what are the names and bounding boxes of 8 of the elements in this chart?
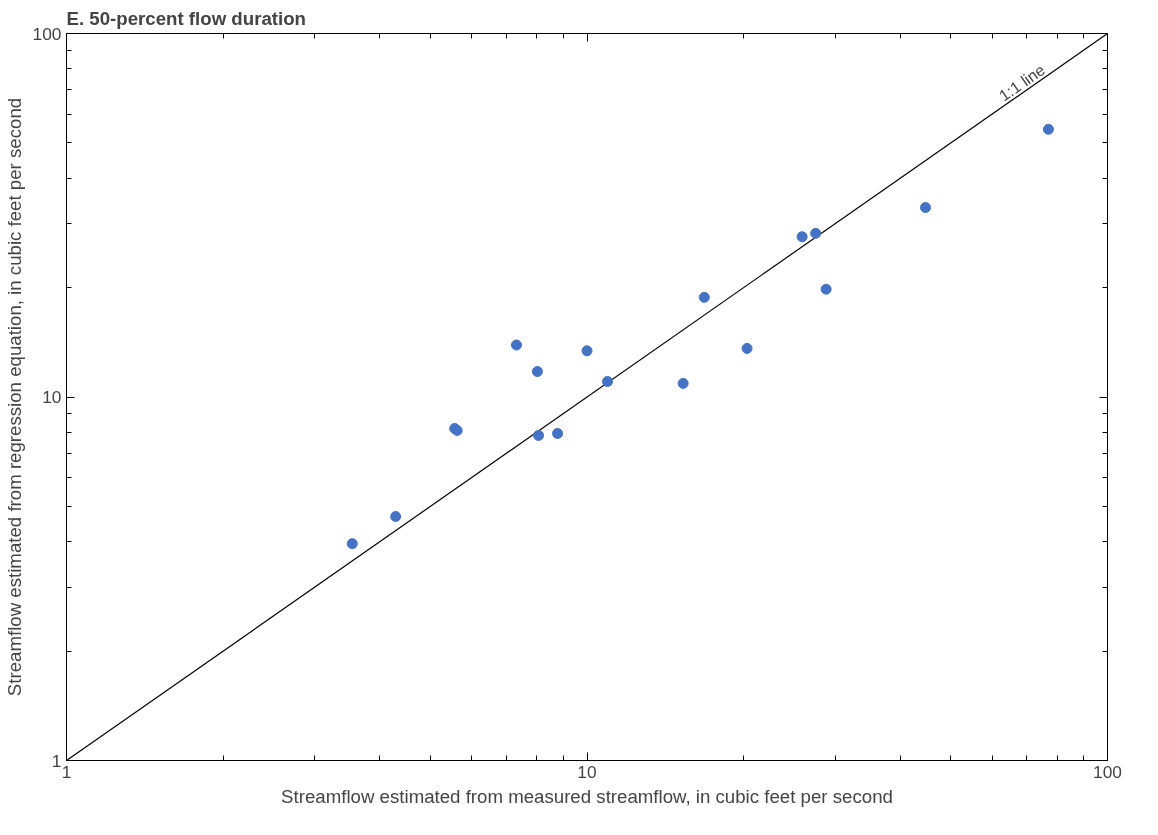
y-tick-label: 100 [32,23,62,44]
y-tick-label: 10 [42,387,62,407]
x-tick-label: 100 [1093,761,1122,782]
y-axis-title: Streamflow estimated from regression equation, in cubic feet per second [3,97,25,697]
x-tick-label: 10 [577,761,597,782]
chart-title: E. 50-percent flow duration [66,7,306,29]
x-axis-title: Streamflow estimated from measured streamflow, in cubic feet per second [281,785,893,807]
annotation: 1:1 line [995,61,1049,105]
